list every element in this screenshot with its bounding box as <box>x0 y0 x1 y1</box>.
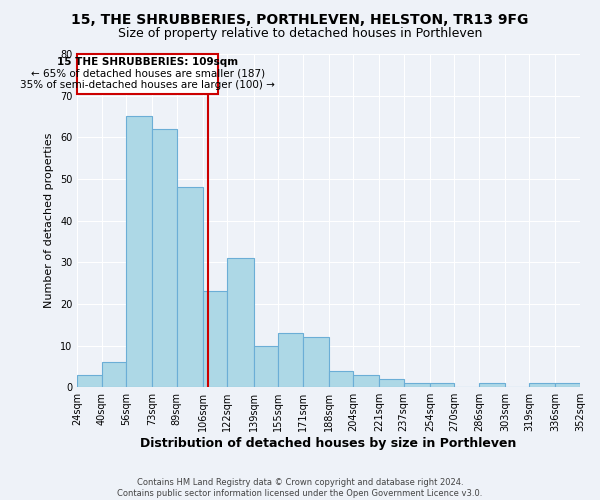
Bar <box>77 374 102 387</box>
Bar <box>353 374 379 387</box>
Text: 15, THE SHRUBBERIES, PORTHLEVEN, HELSTON, TR13 9FG: 15, THE SHRUBBERIES, PORTHLEVEN, HELSTON… <box>71 12 529 26</box>
Bar <box>126 116 152 387</box>
X-axis label: Distribution of detached houses by size in Porthleven: Distribution of detached houses by size … <box>140 437 517 450</box>
Bar <box>278 333 302 387</box>
Bar <box>203 292 227 387</box>
Bar <box>379 379 404 387</box>
Bar <box>177 188 203 387</box>
Bar <box>556 383 580 387</box>
Text: 15 THE SHRUBBERIES: 109sqm: 15 THE SHRUBBERIES: 109sqm <box>57 58 238 68</box>
Text: Contains HM Land Registry data © Crown copyright and database right 2024.
Contai: Contains HM Land Registry data © Crown c… <box>118 478 482 498</box>
Bar <box>152 129 177 387</box>
Bar <box>102 362 126 387</box>
Text: 35% of semi-detached houses are larger (100) →: 35% of semi-detached houses are larger (… <box>20 80 275 90</box>
FancyBboxPatch shape <box>77 54 218 94</box>
Y-axis label: Number of detached properties: Number of detached properties <box>44 133 55 308</box>
Bar <box>479 383 505 387</box>
Bar <box>227 258 254 387</box>
Bar <box>329 370 353 387</box>
Bar <box>404 383 430 387</box>
Text: ← 65% of detached houses are smaller (187): ← 65% of detached houses are smaller (18… <box>31 68 265 78</box>
Bar <box>430 383 454 387</box>
Bar <box>529 383 556 387</box>
Text: Size of property relative to detached houses in Porthleven: Size of property relative to detached ho… <box>118 28 482 40</box>
Bar <box>254 346 278 387</box>
Bar <box>302 337 329 387</box>
